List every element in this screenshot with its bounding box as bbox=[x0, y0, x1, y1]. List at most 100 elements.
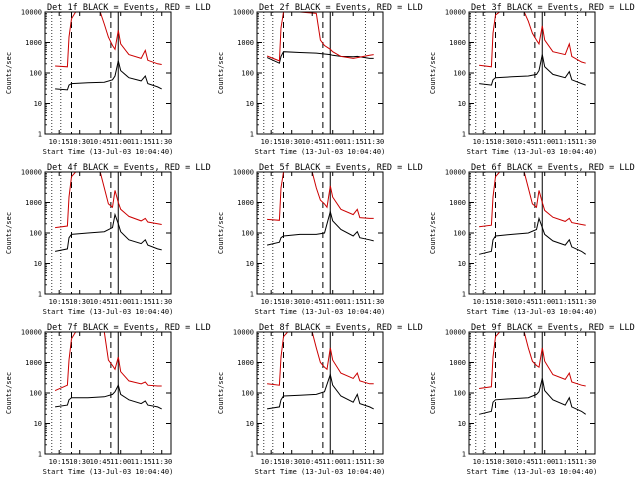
x-axis-label: Start Time (13-Jul-03 10:04:40) bbox=[467, 308, 598, 316]
plot-frame bbox=[256, 171, 384, 295]
x-tick-label: 11:00 bbox=[110, 298, 131, 306]
x-tick-label: 10:45 bbox=[302, 298, 323, 306]
plot-frame bbox=[468, 171, 596, 295]
x-tick-label: 11:30 bbox=[151, 138, 172, 146]
y-tick-label: 10000 bbox=[445, 9, 466, 17]
plot-frame bbox=[468, 11, 596, 135]
x-tick-label: 10:45 bbox=[90, 138, 111, 146]
detector-panel-5: Det 5f BLACK = Events, RED = LLD Counts/s… bbox=[217, 163, 423, 316]
x-tick-label: 10:15 bbox=[49, 138, 70, 146]
y-tick-label: 1000 bbox=[449, 359, 466, 367]
panel-title: Det 6f BLACK = Events, RED = LLD bbox=[471, 163, 635, 173]
panel-title: Det 5f BLACK = Events, RED = LLD bbox=[259, 163, 423, 173]
x-tick-label: 10:15 bbox=[473, 138, 494, 146]
x-tick-label: 11:30 bbox=[575, 138, 596, 146]
x-tick-label: 11:30 bbox=[363, 138, 384, 146]
x-tick-label: 11:15 bbox=[555, 458, 576, 466]
x-tick-label: 10:15 bbox=[49, 458, 70, 466]
x-tick-label: 11:15 bbox=[343, 298, 364, 306]
y-axis-label: Counts/sec bbox=[429, 372, 437, 414]
y-axis-label: Counts/sec bbox=[5, 52, 13, 94]
y-tick-label: 1000 bbox=[25, 199, 42, 207]
panel-title: Det 4f BLACK = Events, RED = LLD bbox=[47, 163, 211, 173]
x-axis-label: Start Time (13-Jul-03 10:04:40) bbox=[43, 308, 174, 316]
y-tick-label: 10000 bbox=[21, 169, 42, 177]
series-line-events bbox=[267, 372, 374, 410]
plot-frame bbox=[44, 171, 172, 295]
y-tick-label: 1000 bbox=[237, 199, 254, 207]
x-tick-label: 10:45 bbox=[302, 138, 323, 146]
x-tick-label: 10:45 bbox=[514, 138, 535, 146]
series-line-events bbox=[266, 209, 374, 246]
y-tick-label: 100 bbox=[453, 390, 466, 398]
y-tick-label: 10 bbox=[246, 100, 254, 108]
y-tick-label: 100 bbox=[29, 390, 42, 398]
x-tick-label: 11:15 bbox=[131, 298, 152, 306]
plot-frame bbox=[256, 11, 384, 135]
series-line-events bbox=[55, 60, 162, 91]
x-axis-label: Start Time (13-Jul-03 10:04:40) bbox=[467, 468, 598, 476]
series-line-lld bbox=[479, 332, 586, 389]
series-line-lld bbox=[55, 12, 162, 68]
panel-title: Det 3f BLACK = Events, RED = LLD bbox=[471, 3, 635, 13]
x-tick-label: 11:30 bbox=[575, 458, 596, 466]
y-tick-label: 100 bbox=[241, 230, 254, 238]
x-tick-label: 11:00 bbox=[110, 458, 131, 466]
x-tick-label: 11:15 bbox=[555, 298, 576, 306]
x-tick-label: 10:15 bbox=[261, 138, 282, 146]
y-tick-label: 10 bbox=[246, 420, 254, 428]
x-tick-label: 10:15 bbox=[473, 458, 494, 466]
x-tick-label: 11:00 bbox=[534, 138, 555, 146]
y-tick-label: 100 bbox=[453, 230, 466, 238]
x-tick-label: 10:45 bbox=[302, 458, 323, 466]
series-line-events bbox=[55, 212, 162, 252]
x-tick-label: 10:45 bbox=[514, 298, 535, 306]
y-axis-label: Counts/sec bbox=[217, 372, 225, 414]
x-tick-label: 11:00 bbox=[534, 458, 555, 466]
x-tick-label: 11:15 bbox=[131, 458, 152, 466]
detector-panel-4: Det 4f BLACK = Events, RED = LLD Counts/s… bbox=[5, 163, 211, 316]
y-tick-label: 100 bbox=[241, 70, 254, 78]
x-tick-label: 11:15 bbox=[131, 138, 152, 146]
series-line-events bbox=[55, 383, 162, 410]
detector-panel-9: Det 9f BLACK = Events, RED = LLD Counts/s… bbox=[429, 323, 635, 476]
x-tick-label: 11:30 bbox=[151, 458, 172, 466]
x-tick-label: 10:15 bbox=[49, 298, 70, 306]
y-tick-label: 10 bbox=[246, 260, 254, 268]
x-tick-label: 10:30 bbox=[69, 298, 90, 306]
x-tick-label: 11:00 bbox=[110, 138, 131, 146]
x-tick-label: 11:30 bbox=[575, 298, 596, 306]
series-line-events bbox=[478, 216, 586, 255]
x-tick-label: 10:45 bbox=[90, 298, 111, 306]
x-axis-label: Start Time (13-Jul-03 10:04:40) bbox=[43, 468, 174, 476]
y-tick-label: 1000 bbox=[25, 359, 42, 367]
x-tick-label: 10:15 bbox=[473, 298, 494, 306]
x-tick-label: 10:15 bbox=[261, 298, 282, 306]
y-tick-label: 1 bbox=[38, 451, 42, 459]
panel-title: Det 1f BLACK = Events, RED = LLD bbox=[47, 3, 211, 13]
plot-frame bbox=[468, 331, 596, 455]
series-line-lld bbox=[55, 172, 162, 229]
x-axis-label: Start Time (13-Jul-03 10:04:40) bbox=[255, 148, 386, 156]
y-tick-label: 1 bbox=[38, 131, 42, 139]
x-tick-label: 11:00 bbox=[322, 458, 343, 466]
y-tick-label: 10000 bbox=[21, 329, 42, 337]
x-tick-label: 10:45 bbox=[514, 458, 535, 466]
series-line-lld bbox=[267, 172, 374, 221]
y-tick-label: 10000 bbox=[21, 9, 42, 17]
x-tick-label: 11:30 bbox=[363, 298, 384, 306]
series-line-lld bbox=[479, 172, 586, 228]
x-tick-label: 11:15 bbox=[343, 138, 364, 146]
y-tick-label: 100 bbox=[241, 390, 254, 398]
x-tick-label: 11:15 bbox=[343, 458, 364, 466]
x-tick-label: 11:30 bbox=[363, 458, 384, 466]
detector-panel-1: Det 1f BLACK = Events, RED = LLD Counts/s… bbox=[5, 3, 211, 156]
series-line-events bbox=[479, 54, 586, 86]
detector-panel-8: Det 8f BLACK = Events, RED = LLD Counts/s… bbox=[217, 323, 423, 476]
y-tick-label: 1000 bbox=[25, 39, 42, 47]
x-axis-label: Start Time (13-Jul-03 10:04:40) bbox=[467, 148, 598, 156]
y-tick-label: 1 bbox=[250, 291, 254, 299]
detector-panel-6: Det 6f BLACK = Events, RED = LLD Counts/s… bbox=[429, 163, 635, 316]
y-tick-label: 100 bbox=[453, 70, 466, 78]
